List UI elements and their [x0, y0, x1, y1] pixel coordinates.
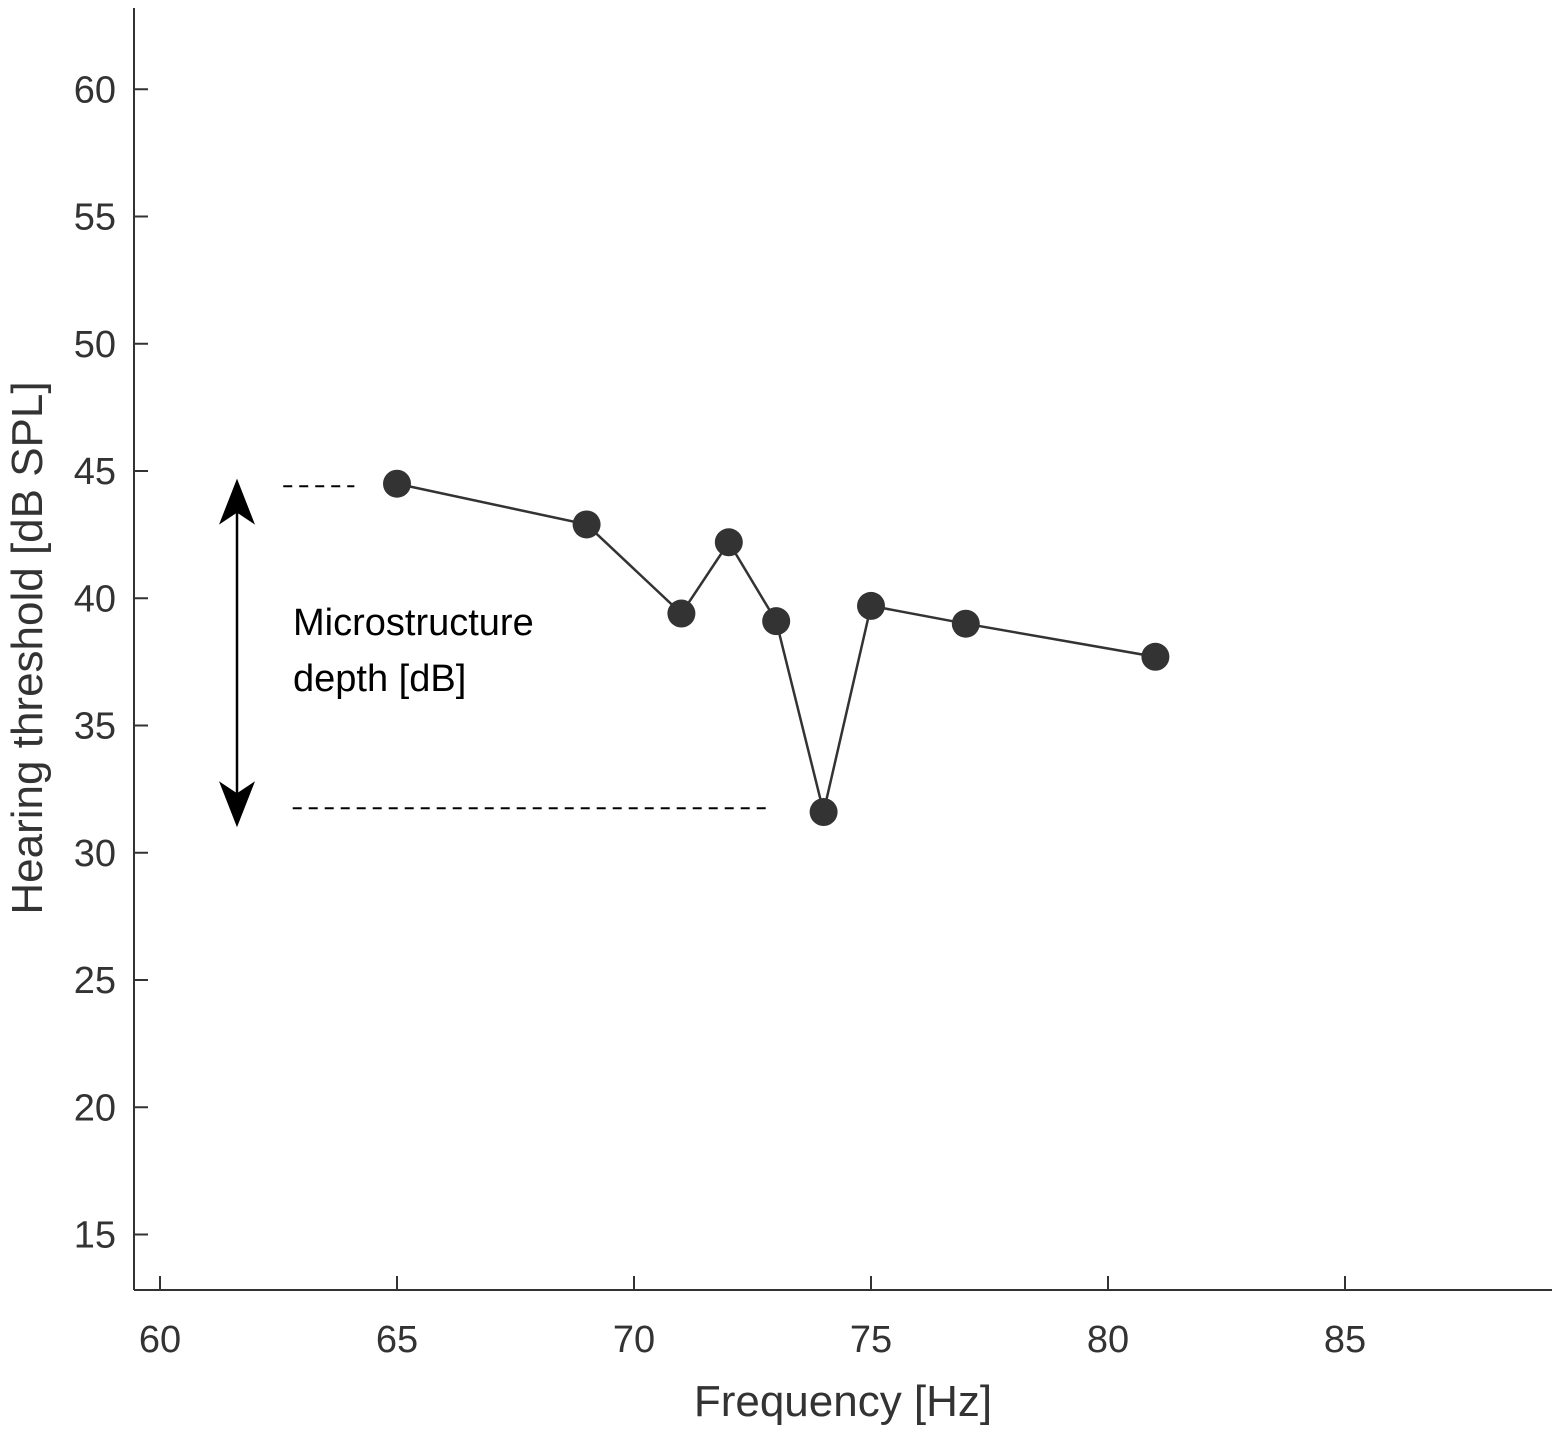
annotation-text-line: depth [dB] [293, 658, 466, 700]
axes [133, 8, 1552, 1291]
arrow-head-down [219, 781, 255, 828]
y-ticks: 15 20 25 30 35 40 45 50 55 60 [74, 69, 148, 1257]
y-axis-label: Hearing threshold [dB SPL] [3, 381, 52, 914]
microstructure-annotation: Microstructure depth [dB] [219, 478, 767, 828]
y-tick-label: 20 [74, 1087, 116, 1129]
data-point [951, 609, 980, 638]
y-tick-label: 50 [74, 324, 116, 366]
series-line [396, 482, 1156, 813]
x-tick-label: 85 [1324, 1319, 1366, 1361]
y-tick-label: 35 [74, 706, 116, 748]
y-tick-label: 25 [74, 960, 116, 1002]
y-tick-label: 55 [74, 197, 116, 239]
x-tick-label: 80 [1087, 1319, 1129, 1361]
y-tick-label: 40 [74, 578, 116, 620]
data-point [809, 798, 838, 827]
data-point [762, 607, 791, 636]
data-point [383, 469, 411, 498]
x-tick-label: 60 [139, 1319, 181, 1361]
data-point [857, 591, 885, 620]
y-tick-label: 60 [74, 69, 116, 111]
data-point [714, 528, 743, 557]
arrow-head-up [219, 478, 255, 525]
data-point [1141, 642, 1170, 671]
series-group [383, 469, 1170, 827]
x-tick-label: 70 [613, 1319, 655, 1361]
y-tick-label: 45 [74, 451, 116, 493]
x-ticks: 60 65 70 75 80 85 [139, 1276, 1366, 1361]
y-tick-label: 15 [74, 1215, 116, 1257]
x-axis-label: Frequency [Hz] [694, 1377, 992, 1426]
data-point [572, 510, 601, 539]
y-tick-label: 30 [74, 833, 116, 875]
x-tick-label: 75 [850, 1319, 892, 1361]
data-point [667, 599, 696, 628]
annotation-text-line: Microstructure [293, 602, 534, 644]
x-tick-label: 65 [376, 1319, 418, 1361]
